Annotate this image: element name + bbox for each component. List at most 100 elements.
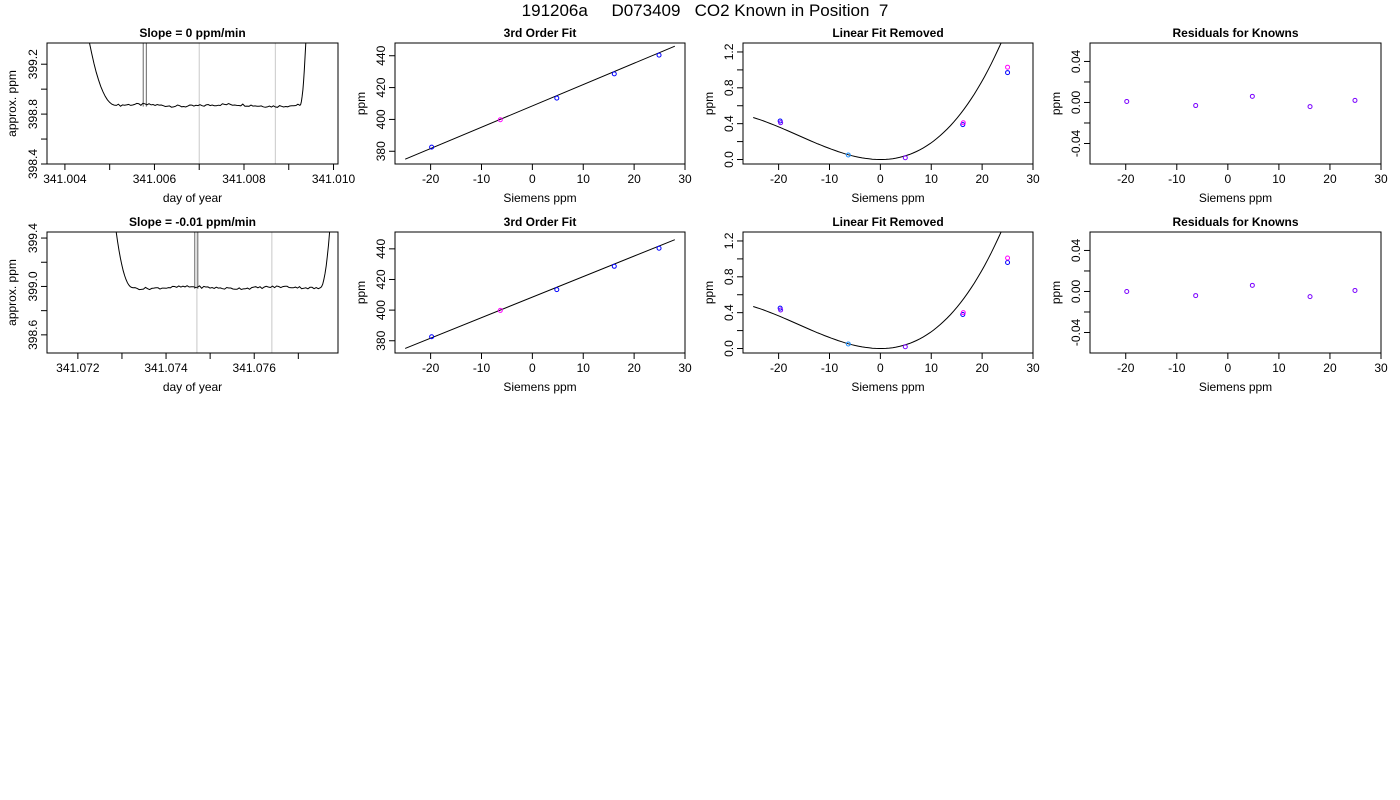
fit-curve [753, 232, 1002, 349]
x-tick-label: -20 [1117, 172, 1135, 186]
plot-area [404, 239, 676, 349]
x-tick-label: 30 [1374, 172, 1388, 186]
x-tick-label: 30 [1026, 361, 1040, 375]
panel-row1-fit: 3rd Order Fit -20 -10 0 10 20 30 380 400 420 440 Si… [354, 26, 692, 205]
data-point [1249, 282, 1255, 288]
y-tick-label: 440 [374, 239, 388, 259]
data-point [845, 341, 851, 347]
y-tick-label: 380 [374, 141, 388, 161]
y-tick-label: 0.00 [1069, 279, 1083, 303]
x-tick-label: -20 [770, 361, 788, 375]
data-point [1005, 259, 1011, 265]
data-point [1307, 294, 1313, 300]
y-tick-label: 400 [374, 300, 388, 320]
y-tick-label: 399.2 [26, 49, 40, 79]
data-point [497, 307, 503, 313]
panel-title: Linear Fit Removed [832, 215, 943, 229]
x-tick-label: 10 [577, 361, 591, 375]
x-tick-label: 0 [529, 172, 536, 186]
x-axis-label: Siemens ppm [1199, 191, 1272, 205]
data-point [656, 52, 662, 58]
y-tick-label: 399.0 [26, 271, 40, 301]
data-point [845, 152, 851, 158]
x-tick-label: 341.006 [133, 172, 177, 186]
y-axis-label: ppm [702, 281, 716, 304]
plot-area [115, 232, 331, 353]
panel-row1-linear-removed: Linear Fit Removed -20 -10 0 10 20 30 0.0 0.4 0.8… [702, 26, 1040, 205]
y-axis-label: approx. ppm [5, 259, 19, 326]
panel-title: Slope = -0.01 ppm/min [129, 215, 256, 229]
y-tick-label: 420 [374, 269, 388, 289]
data-point [1124, 98, 1130, 104]
y-axis-label: ppm [702, 92, 716, 115]
x-tick-label: -20 [422, 361, 440, 375]
x-tick-label: 30 [1374, 361, 1388, 375]
data-point [960, 310, 966, 316]
y-axis-label: approx. ppm [5, 70, 19, 137]
y-tick-label: 0.0 [722, 151, 736, 168]
plot-frame [742, 42, 1034, 165]
y-tick-label: 400 [374, 109, 388, 129]
y-tick-label: 0.00 [1069, 90, 1083, 114]
data-point [1249, 93, 1255, 99]
data-trace [115, 232, 331, 291]
data-point [1193, 293, 1199, 299]
data-trace [89, 43, 307, 108]
x-tick-label: 10 [577, 172, 591, 186]
data-point [554, 287, 560, 293]
data-point [1005, 70, 1011, 76]
x-tick-label: -10 [821, 172, 839, 186]
x-tick-label: 0 [1224, 172, 1231, 186]
y-tick-label: 398.4 [26, 149, 40, 179]
x-axis-label: day of year [163, 191, 222, 205]
panel-row2-linear-removed: Linear Fit Removed -20 -10 0 10 20 30 0.0 0.4 0.8… [702, 215, 1040, 394]
x-tick-label: 341.004 [43, 172, 87, 186]
data-point [1307, 104, 1313, 110]
x-axis-label: Siemens ppm [851, 191, 924, 205]
x-tick-label: 30 [1026, 172, 1040, 186]
data-point [1005, 64, 1011, 70]
x-axis-label: Siemens ppm [503, 380, 576, 394]
x-tick-label: 30 [678, 361, 692, 375]
x-tick-label: -10 [821, 361, 839, 375]
x-tick-label: 30 [678, 172, 692, 186]
panel-title: 3rd Order Fit [504, 215, 577, 229]
x-tick-label: 20 [627, 361, 641, 375]
data-point [1005, 255, 1011, 261]
data-point [778, 120, 784, 126]
x-tick-label: -20 [1117, 361, 1135, 375]
x-tick-label: -10 [473, 172, 491, 186]
data-point [1352, 97, 1358, 103]
data-point [429, 144, 435, 150]
y-tick-label: 0.04 [1069, 238, 1083, 262]
y-tick-label: 399.4 [26, 223, 40, 253]
panel-row2-raw: Slope = -0.01 ppm/min 341.072 341.074 341.0… [5, 215, 339, 394]
y-tick-label: 0.8 [722, 268, 736, 285]
panel-title: 3rd Order Fit [504, 26, 577, 40]
plot-frame [46, 42, 339, 165]
y-tick-label: 0.0 [722, 340, 736, 357]
x-tick-label: 20 [975, 172, 989, 186]
y-tick-label: 0.8 [722, 79, 736, 96]
x-tick-label: 0 [1224, 361, 1231, 375]
plot-frame [1089, 231, 1382, 354]
data-point [429, 334, 435, 340]
x-tick-label: 341.076 [233, 361, 277, 375]
x-axis-label: Siemens ppm [503, 191, 576, 205]
x-tick-label: 20 [1323, 361, 1337, 375]
y-tick-label: 0.4 [722, 115, 736, 132]
panel-title: Slope = 0 ppm/min [139, 26, 245, 40]
data-point [960, 120, 966, 126]
data-point [656, 245, 662, 251]
page-title: 191206a D073409 CO2 Known in Position 7 [521, 1, 889, 20]
fit-line [404, 45, 676, 160]
y-tick-label: -0.04 [1069, 318, 1083, 346]
x-axis-label: Siemens ppm [1199, 380, 1272, 394]
data-point [611, 263, 617, 269]
data-point [497, 117, 503, 123]
x-tick-label: 0 [877, 361, 884, 375]
plot-area [89, 43, 307, 164]
data-point [611, 71, 617, 77]
data-point [1352, 287, 1358, 293]
